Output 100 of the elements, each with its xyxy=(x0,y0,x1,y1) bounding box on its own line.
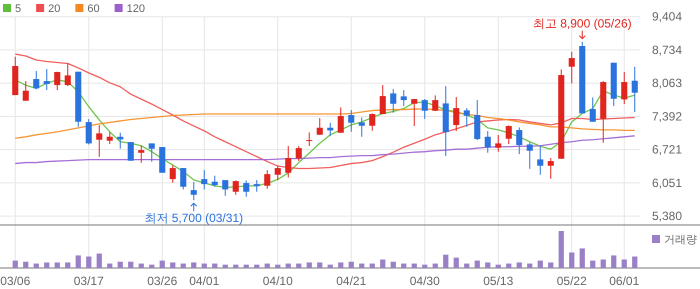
bar xyxy=(222,264,228,268)
bar xyxy=(527,264,532,268)
candlestick xyxy=(44,68,50,91)
bar xyxy=(600,259,606,268)
bar xyxy=(296,264,302,268)
candlestick xyxy=(568,51,575,84)
candlestick xyxy=(506,124,512,145)
candlestick xyxy=(117,132,124,150)
candlestick xyxy=(296,146,302,162)
candlestick xyxy=(327,122,334,137)
candlestick xyxy=(453,96,460,132)
bar xyxy=(264,264,270,268)
y-tick-label: 8,063 xyxy=(652,76,682,90)
bar xyxy=(485,262,490,268)
bar xyxy=(338,262,344,268)
bar xyxy=(202,264,207,268)
bar xyxy=(622,259,627,268)
candlestick xyxy=(621,72,628,105)
bar xyxy=(590,260,596,268)
candlestick xyxy=(148,142,155,162)
candlestick xyxy=(400,90,407,107)
candlestick xyxy=(96,124,102,158)
bar xyxy=(286,264,291,268)
bar xyxy=(180,264,186,268)
candlestick xyxy=(264,170,270,190)
bar xyxy=(611,255,616,268)
bar xyxy=(538,260,543,268)
bar xyxy=(275,264,280,268)
x-tick-label: 03/26 xyxy=(147,274,178,288)
candlestick xyxy=(590,96,596,122)
x-tick-label: 04/10 xyxy=(262,274,294,288)
candlestick xyxy=(484,130,491,154)
bar xyxy=(454,258,459,268)
legend-label: 거래량 xyxy=(664,234,697,246)
candlestick xyxy=(380,84,386,115)
bar xyxy=(254,264,260,268)
candlestick xyxy=(212,175,218,188)
y-tick-label: 6,721 xyxy=(652,142,682,157)
candlestick xyxy=(369,112,376,132)
bar xyxy=(76,255,81,268)
x-tick-label: 03/17 xyxy=(74,274,104,288)
candlestick xyxy=(180,168,186,190)
x-tick-label: 05/22 xyxy=(556,274,588,288)
bar xyxy=(558,231,564,268)
bar xyxy=(86,256,92,268)
x-tick-label: 06/01 xyxy=(609,274,640,288)
y-tick-label: 9,404 xyxy=(652,10,682,24)
bar xyxy=(506,264,512,268)
bar xyxy=(401,264,406,268)
bar xyxy=(412,264,417,268)
bar xyxy=(464,264,470,268)
x-tick-label: 04/21 xyxy=(336,274,367,288)
candlestick xyxy=(232,180,239,196)
candlestick xyxy=(190,182,197,201)
candlestick xyxy=(222,180,228,196)
candlestick xyxy=(306,132,312,147)
bar xyxy=(474,260,480,268)
y-tick-label: 5,380 xyxy=(652,209,682,224)
bar xyxy=(44,262,50,268)
bar xyxy=(149,264,154,268)
candlestick xyxy=(464,108,470,128)
candlestick xyxy=(411,98,418,127)
x-tick-label: 04/01 xyxy=(189,274,220,288)
bar xyxy=(118,262,123,268)
bar xyxy=(128,262,134,268)
bar xyxy=(34,264,39,268)
candlestick xyxy=(422,98,428,120)
bar xyxy=(370,264,375,268)
bar xyxy=(12,260,18,268)
candlestick xyxy=(170,164,176,184)
y-tick-label: 8,734 xyxy=(652,42,682,57)
x-tick-label: 03/06 xyxy=(0,274,31,288)
candlestick xyxy=(86,118,92,145)
candlestick xyxy=(516,126,522,155)
candlestick xyxy=(201,170,208,190)
legend-label: 5 xyxy=(15,3,22,15)
annotation: 최저 5,700 (03/31) xyxy=(144,211,244,226)
candlestick xyxy=(432,94,438,112)
bar xyxy=(569,252,574,268)
candlestick xyxy=(526,142,533,170)
candlestick xyxy=(33,70,40,90)
candlestick xyxy=(348,110,354,132)
bar xyxy=(160,260,165,268)
bar xyxy=(212,264,218,268)
candlestick xyxy=(495,134,502,152)
candlestick xyxy=(358,116,365,138)
bar xyxy=(348,262,354,268)
bar xyxy=(317,262,322,268)
bar xyxy=(233,264,238,268)
candlestick xyxy=(274,165,281,181)
bar xyxy=(96,254,102,268)
candlestick xyxy=(390,88,396,114)
bar xyxy=(496,264,501,268)
legend-label: 60 xyxy=(87,3,100,15)
bar xyxy=(580,248,585,268)
y-tick-label: 7,392 xyxy=(652,109,682,124)
bar xyxy=(54,262,60,268)
candlestick xyxy=(632,66,638,113)
candlestick xyxy=(316,118,323,136)
bar xyxy=(359,264,364,268)
